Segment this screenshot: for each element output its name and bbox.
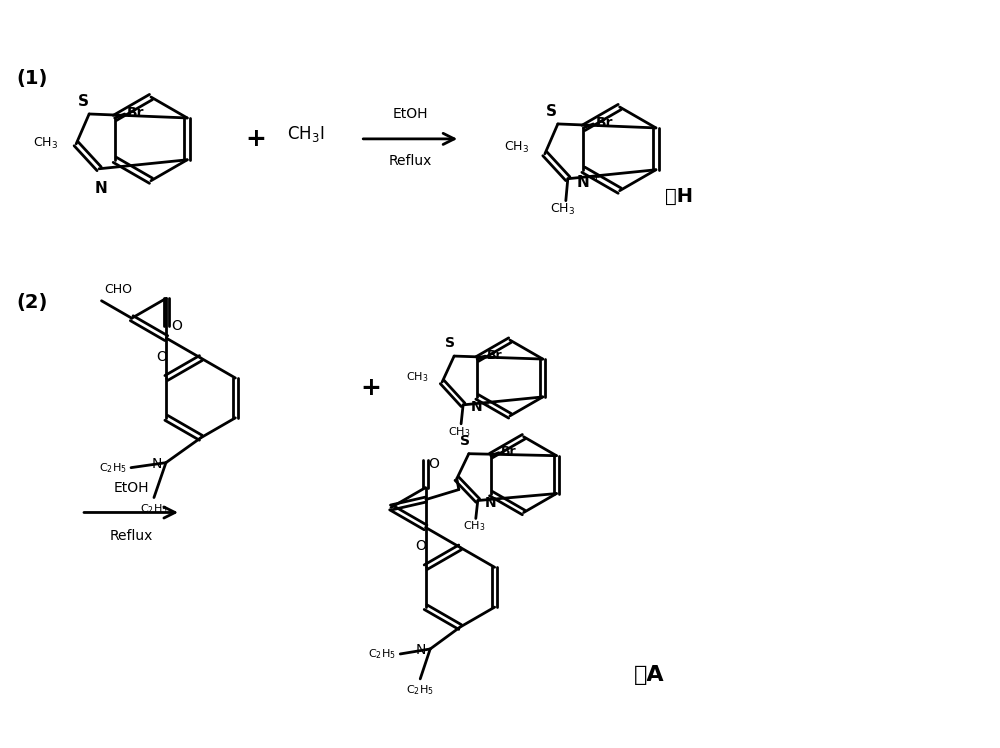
Text: Br: Br [127,106,144,120]
Text: O: O [171,319,182,333]
Text: 式H: 式H [666,187,694,206]
Text: EtOH: EtOH [113,480,149,494]
Text: O: O [415,539,426,554]
Text: O: O [429,457,439,470]
Text: C$_2$H$_5$: C$_2$H$_5$ [140,503,168,516]
Text: S: S [78,94,89,109]
Text: CH$_3$: CH$_3$ [504,141,529,156]
Text: C$_2$H$_5$: C$_2$H$_5$ [99,461,127,474]
Text: N: N [485,495,496,509]
Text: CH$_3$: CH$_3$ [33,136,58,151]
Text: +: + [245,127,266,151]
Text: C$_2$H$_5$: C$_2$H$_5$ [406,683,434,696]
Text: N$^+$: N$^+$ [576,174,601,191]
Text: N$^+$: N$^+$ [470,398,493,416]
Text: (1): (1) [16,69,48,88]
Text: CH$_3$: CH$_3$ [448,425,470,438]
Text: Reflux: Reflux [389,154,432,168]
Text: C$_2$H$_5$: C$_2$H$_5$ [368,647,396,660]
Text: CH$_3$I: CH$_3$I [287,124,324,144]
Text: EtOH: EtOH [392,107,428,121]
Text: N: N [152,457,162,470]
Text: N: N [416,643,426,657]
Text: Br: Br [501,445,516,459]
Text: O: O [156,350,167,364]
Text: S: S [445,336,455,350]
Text: N: N [95,181,107,196]
Text: CH$_3$: CH$_3$ [406,370,428,384]
Text: 式A: 式A [634,665,665,685]
Text: CH$_3$: CH$_3$ [463,519,485,533]
Text: S: S [460,434,470,448]
Text: (2): (2) [16,293,48,313]
Text: Br: Br [595,116,613,130]
Text: Reflux: Reflux [109,530,153,543]
Text: Br: Br [487,349,503,361]
Text: S: S [546,104,557,119]
Text: CHO: CHO [105,283,133,295]
Text: +: + [360,376,381,400]
Text: CH$_3$: CH$_3$ [550,202,575,217]
